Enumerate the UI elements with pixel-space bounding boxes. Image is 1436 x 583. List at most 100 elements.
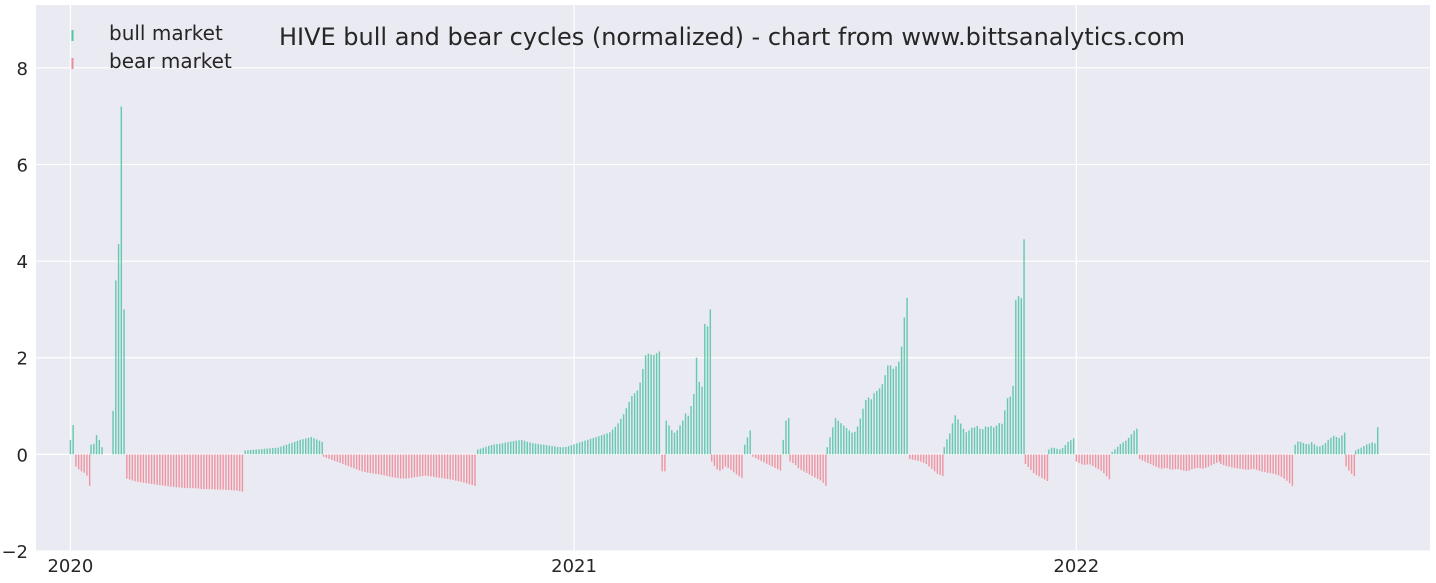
bull-bar [584,440,586,455]
bear-bar [1078,454,1080,464]
bear-bar [928,454,930,467]
bear-bar [1272,454,1274,474]
bear-bar [468,454,471,485]
bull-bar [296,440,299,455]
bear-bar [1097,454,1100,470]
bear-bar [156,454,158,485]
bull-bar [1354,450,1357,455]
bear-bar [1204,454,1207,468]
bear-bar [474,454,476,486]
bull-bar [1122,442,1124,455]
bear-bar [789,454,791,462]
bear-bar [1193,454,1196,469]
bull-bar [658,351,661,455]
bear-bar [328,454,330,459]
bull-bar [746,437,749,455]
bull-bar [782,439,784,455]
bull-bar [709,309,712,455]
bull-bar [285,444,288,455]
bull-bar [1294,444,1296,455]
bear-bar [227,454,230,491]
bear-bar [230,454,233,491]
bear-bar [1191,454,1193,470]
bull-bar [252,449,255,455]
bear-bar [222,454,224,490]
bear-bar [325,454,328,458]
bear-bar [471,454,473,485]
bear-bar [917,454,919,461]
y-tick-label: 2 [17,349,28,370]
y-tick-label: 6 [17,155,28,176]
bear-bar [369,454,372,474]
bear-bar [446,454,449,479]
bear-bar [768,454,771,466]
bear-bar [1291,454,1294,486]
bull-bar [962,428,965,455]
bull-bar [987,426,989,455]
bear-bar [137,454,139,482]
bull-bar [862,408,864,455]
bull-bar [865,400,867,455]
bear-bar [466,454,468,484]
bull-bar [72,425,74,455]
legend-label-bull: bull market [109,21,223,45]
bull-bar [971,427,973,455]
bull-bar [551,445,553,455]
bull-bar [644,355,647,455]
bull-bar [949,433,951,455]
bear-bar [83,454,85,473]
bear-bar [364,454,366,472]
chart-title: HIVE bull and bear cycles (normalized) -… [279,23,1185,51]
x-axis: 2020 2021 2022 [47,556,1099,577]
bull-bar [684,413,687,455]
bull-bar [1001,423,1003,455]
bull-bar [647,353,650,455]
bear-bar [1149,454,1152,465]
bear-bar [1286,454,1288,481]
bear-bar [1242,454,1244,470]
bear-bar [797,454,800,469]
bear-bar [811,454,813,476]
bear-bar [1100,454,1102,471]
bear-bar [1180,454,1182,470]
bear-bar [128,454,131,480]
bull-bar [743,444,746,455]
bull-bar [1048,449,1050,455]
bear-bar [377,454,380,475]
y-tick-label: −2 [1,542,28,563]
bull-bar [873,393,875,455]
bear-bar [416,454,418,477]
bull-bar [559,447,562,455]
bear-bar [1105,454,1108,477]
bull-bar [628,401,630,455]
bull-bar [639,382,641,455]
bull-bar [1297,441,1299,455]
bull-bar [260,449,263,455]
bear-bar [211,454,213,490]
bear-bar [1210,454,1212,466]
bear-bar [1247,454,1250,470]
bull-bar [123,309,125,455]
bear-bar [1222,454,1225,466]
bull-bar [271,448,274,455]
bull-bar [876,390,878,455]
bull-bar [943,447,945,455]
bear-bar [148,454,150,484]
bear-bar [216,454,219,490]
bear-bar [1174,454,1177,470]
bull-bar [291,442,293,455]
bull-bar [299,439,301,455]
bull-bar [1119,444,1122,455]
bull-bar [288,443,290,455]
legend: bull market bear market [71,21,232,73]
bear-bar [1207,454,1210,467]
bull-bar [532,443,534,455]
bull-bar [995,425,998,455]
bull-bar [1332,435,1335,455]
bear-bar [914,454,917,461]
bull-bar [892,368,895,455]
bars-layer [69,106,1379,492]
bear-bar [1094,454,1097,468]
x-tick-label: 2021 [551,556,597,577]
bear-bar [1277,454,1280,476]
